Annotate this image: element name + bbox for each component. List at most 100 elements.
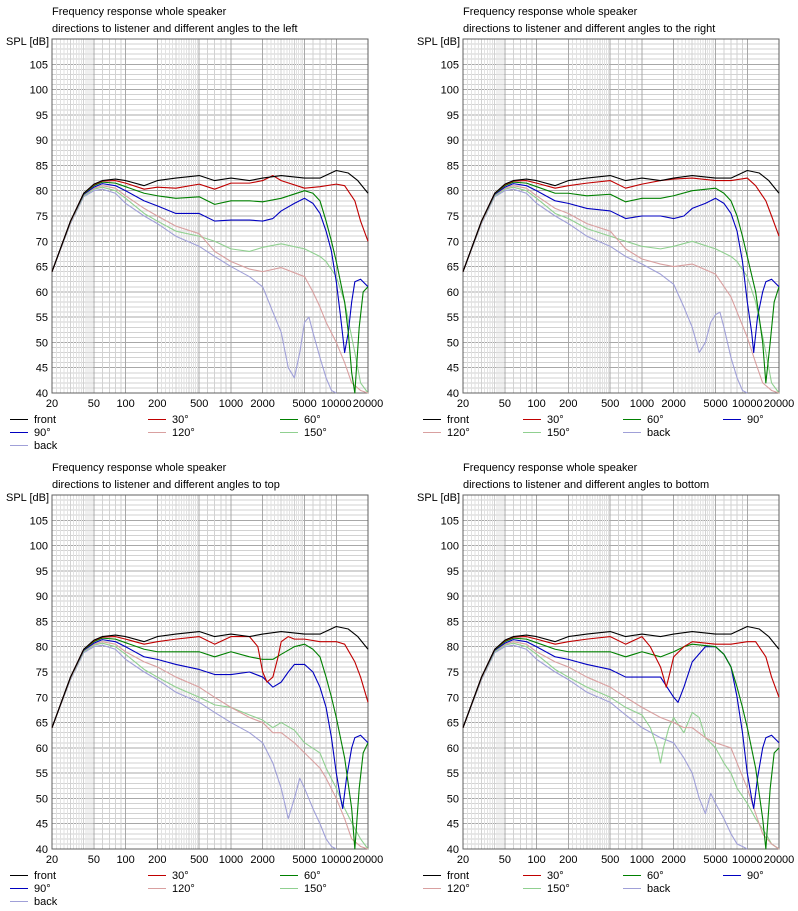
y-tick-label: 45	[36, 819, 48, 831]
legend-swatch	[10, 875, 28, 876]
legend-label: 30°	[172, 414, 189, 426]
legend-swatch	[280, 432, 298, 433]
y-tick-label: 90	[36, 135, 48, 147]
legend-item: 60°	[280, 870, 321, 883]
legend-label: 120°	[172, 883, 195, 895]
legend-swatch	[723, 875, 741, 876]
y-axis-label: SPL [dB]	[6, 492, 49, 504]
legend-swatch	[423, 875, 441, 876]
chart-panel-right: Frequency response whole speaker directi…	[411, 0, 798, 455]
x-tick-label: 10000	[321, 854, 352, 866]
legend-item: front	[423, 870, 469, 883]
legend-label: 30°	[547, 870, 564, 882]
legend-item: 90°	[723, 870, 764, 883]
y-tick-label: 75	[447, 667, 459, 679]
y-tick-label: 105	[441, 59, 459, 71]
legend-item: 60°	[280, 414, 321, 427]
y-tick-label: 100	[30, 85, 48, 97]
series-line-front	[51, 169, 369, 272]
legend-swatch	[423, 432, 441, 433]
legend-label: 60°	[304, 414, 321, 426]
x-tick-label: 200	[559, 398, 577, 410]
x-tick-label: 2000	[250, 854, 274, 866]
x-tick-label: 1000	[630, 398, 654, 410]
y-tick-label: 45	[36, 363, 48, 375]
legend-swatch	[523, 419, 541, 420]
x-tick-label: 5000	[292, 854, 316, 866]
x-tick-label: 20	[46, 398, 58, 410]
y-tick-label: 55	[447, 312, 459, 324]
legend-swatch	[10, 888, 28, 889]
legend-item: 30°	[523, 870, 564, 883]
x-tick-label: 20	[46, 854, 58, 866]
legend-label: 90°	[34, 883, 51, 895]
legend-label: 120°	[172, 427, 195, 439]
legend-item: 90°	[10, 883, 51, 896]
legend-label: front	[34, 414, 57, 426]
series-line-60	[51, 637, 369, 850]
series-line-60	[462, 637, 780, 850]
x-tick-label: 100	[527, 854, 545, 866]
chart-panel-top: Frequency response whole speaker directi…	[0, 456, 399, 911]
y-tick-label: 95	[36, 566, 48, 578]
y-tick-label: 50	[36, 793, 48, 805]
legend-swatch	[523, 875, 541, 876]
legend-swatch	[423, 419, 441, 420]
legend-label: 90°	[747, 414, 764, 426]
x-tick-label: 20000	[353, 854, 384, 866]
y-tick-label: 80	[447, 642, 459, 654]
legend-item: 120°	[423, 883, 470, 896]
series-line-120	[51, 185, 369, 394]
y-tick-label: 105	[441, 515, 459, 527]
legend-item: 150°	[523, 883, 570, 896]
legend-item: 30°	[148, 870, 189, 883]
x-tick-label: 2000	[250, 398, 274, 410]
y-axis-label: SPL [dB]	[417, 36, 460, 48]
plot-frame	[462, 494, 780, 850]
series-line-120	[462, 185, 780, 394]
y-tick-label: 65	[36, 718, 48, 730]
legend-item: front	[10, 414, 56, 427]
chart-panel-bottom: Frequency response whole speaker directi…	[411, 456, 798, 911]
y-tick-label: 85	[447, 616, 459, 628]
legend-item: back	[10, 440, 57, 453]
chart-title: Frequency response whole speaker	[463, 6, 638, 18]
legend-label: 120°	[447, 883, 470, 895]
legend-label: 150°	[547, 427, 570, 439]
legend-label: 30°	[172, 870, 189, 882]
y-tick-label: 60	[447, 743, 459, 755]
series-line-150	[462, 186, 780, 394]
y-tick-label: 55	[447, 768, 459, 780]
y-tick-label: 100	[441, 85, 459, 97]
legend-swatch	[10, 432, 28, 433]
x-tick-label: 50	[499, 398, 511, 410]
chart-title: Frequency response whole speaker	[52, 6, 227, 18]
y-tick-label: 50	[447, 337, 459, 349]
legend-label: back	[647, 427, 671, 439]
series-line-back	[462, 644, 748, 850]
x-tick-label: 500	[190, 854, 208, 866]
legend-swatch	[623, 432, 641, 433]
legend-label: back	[34, 440, 58, 452]
chart-subtitle: directions to listener and different ang…	[52, 23, 298, 35]
legend-label: 150°	[304, 427, 327, 439]
x-tick-label: 5000	[703, 398, 727, 410]
x-tick-label: 500	[601, 854, 619, 866]
series-line-back	[462, 188, 748, 394]
y-tick-label: 65	[447, 262, 459, 274]
y-tick-label: 65	[447, 718, 459, 730]
chart-title: Frequency response whole speaker	[52, 462, 227, 474]
legend-label: back	[647, 883, 671, 895]
x-tick-label: 20000	[764, 398, 795, 410]
y-tick-label: 105	[30, 59, 48, 71]
x-tick-label: 10000	[732, 398, 763, 410]
plot-frame	[51, 38, 369, 394]
y-tick-label: 100	[30, 541, 48, 553]
series-line-60	[51, 181, 369, 394]
chart-subtitle: directions to listener and different ang…	[463, 23, 716, 35]
legend-item: 150°	[280, 427, 327, 440]
legend-item: back	[623, 883, 670, 896]
chart-subtitle: directions to listener and different ang…	[52, 479, 280, 491]
y-tick-label: 75	[36, 211, 48, 223]
y-tick-label: 70	[36, 236, 48, 248]
